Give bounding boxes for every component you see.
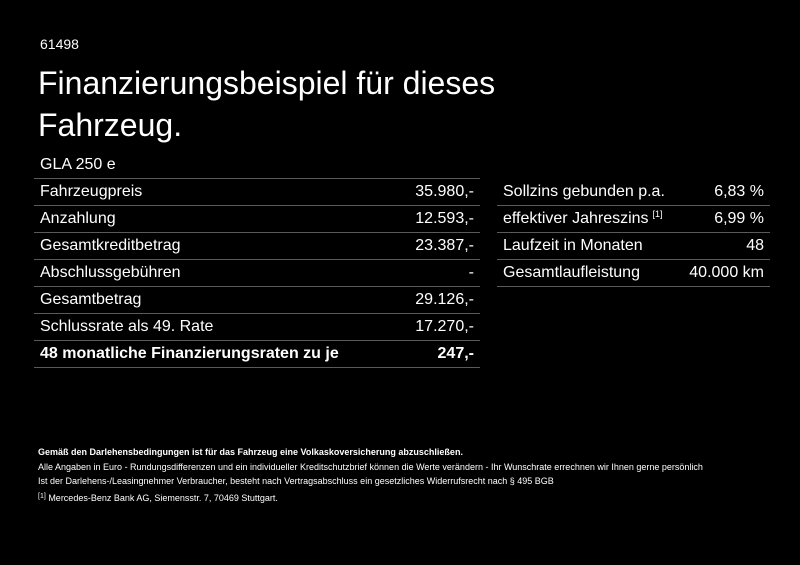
title-line: Finanzierungsbeispiel für dieses <box>38 65 496 101</box>
row-label: Gesamtlaufleistung <box>503 259 640 286</box>
table-row: Fahrzeugpreis 35.980,- <box>34 178 480 206</box>
row-value: 35.980,- <box>415 183 474 200</box>
row-label-text: Abschlussgebühren <box>40 264 181 281</box>
row-label: Laufzeit in Monaten <box>503 232 643 259</box>
row-label: 48 monatliche Finanzierungsraten zu je <box>40 340 339 367</box>
footnote-text: Mercedes-Benz Bank AG, Siemensstr. 7, 70… <box>48 493 278 503</box>
table-row: Sollzins gebunden p.a. 6,83 % <box>497 178 770 206</box>
row-value: 6,83 % <box>714 183 764 200</box>
row-label-text: Sollzins gebunden p.a. <box>503 183 665 200</box>
row-label-text: Gesamtkreditbetrag <box>40 237 181 254</box>
table-row: Gesamtlaufleistung 40.000 km <box>497 259 770 287</box>
model: GLA 250 e <box>40 156 116 173</box>
row-label-text: Anzahlung <box>40 210 116 227</box>
table-row: Schlussrate als 49. Rate 17.270,- <box>34 313 480 341</box>
row-label-text: Fahrzeugpreis <box>40 183 143 200</box>
table-row: Abschlussgebühren - <box>34 259 480 287</box>
row-label: Anzahlung <box>40 205 116 232</box>
row-label: Fahrzeugpreis <box>40 178 142 205</box>
row-label-text: Gesamtbetrag <box>40 291 142 308</box>
footnote: [1] Mercedes-Benz Bank AG, Siemensstr. 7… <box>38 493 278 503</box>
table-row: Anzahlung 12.593,- <box>34 205 480 233</box>
row-value: 247,- <box>437 345 474 362</box>
row-value: 6,99 % <box>714 210 764 227</box>
row-label: Gesamtbetrag <box>40 286 141 313</box>
row-label-text: Gesamtlaufleistung <box>503 264 640 281</box>
table-row: 48 monatliche Finanzierungsraten zu je 24… <box>34 340 480 368</box>
row-label-text: 48 monatliche Finanzierungsraten zu je <box>40 345 339 362</box>
row-label: Schlussrate als 49. Rate <box>40 313 213 340</box>
row-value: 48 <box>746 237 764 254</box>
row-label-text: Schlussrate als 49. Rate <box>40 318 214 335</box>
footer-line: Alle Angaben in Euro - Rundungsdifferenz… <box>38 462 703 472</box>
table-row: Gesamtbetrag 29.126,- <box>34 286 480 314</box>
table-row: effektiver Jahreszins [1] 6,99 % <box>497 205 770 233</box>
title-line: Fahrzeug. <box>38 107 183 143</box>
model-row: GLA 250 e <box>34 151 480 179</box>
row-value: 17.270,- <box>415 318 474 335</box>
offer-id: 61498 <box>40 36 79 52</box>
row-label: Gesamtkreditbetrag <box>40 232 181 259</box>
footnote-mark: [1] <box>38 493 46 500</box>
bold-note: Gemäß den Darlehensbedingungen ist für d… <box>38 447 463 457</box>
row-label: Sollzins gebunden p.a. <box>503 178 665 205</box>
row-label: Abschlussgebühren <box>40 259 181 286</box>
row-value: - <box>468 264 474 281</box>
footnote-mark: [1] <box>652 209 663 219</box>
footer-line: Ist der Darlehens-/Leasingnehmer Verbrau… <box>38 476 554 486</box>
row-label-text: effektiver Jahreszins <box>503 210 649 227</box>
table-row: Laufzeit in Monaten 48 <box>497 232 770 260</box>
row-value: 23.387,- <box>415 237 474 254</box>
table-row: Gesamtkreditbetrag 23.387,- <box>34 232 480 260</box>
row-value: 12.593,- <box>415 210 474 227</box>
row-value: 29.126,- <box>415 291 474 308</box>
row-label-text: Laufzeit in Monaten <box>503 237 643 254</box>
row-value: 40.000 km <box>689 264 764 281</box>
row-label: effektiver Jahreszins [1] <box>503 205 663 232</box>
